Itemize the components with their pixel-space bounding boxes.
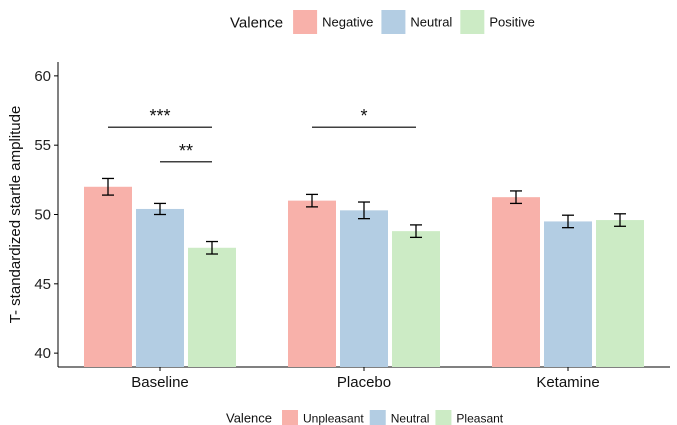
legend-entry: Negative: [322, 15, 373, 30]
y-axis-title: T- standardized startle amplitude: [7, 106, 24, 324]
legend-title: Valence: [226, 411, 272, 425]
x-category-label: Placebo: [337, 374, 391, 391]
significance-label: ***: [149, 106, 170, 126]
bar-neutral: [136, 208, 184, 367]
y-tick-label: 60: [34, 68, 51, 85]
bar-negative: [492, 197, 540, 367]
bar-neutral: [340, 210, 388, 367]
x-category-label: Ketamine: [536, 374, 599, 391]
significance-label: *: [360, 106, 367, 126]
y-tick-label: 40: [34, 345, 51, 362]
x-category-label: Baseline: [131, 374, 189, 391]
legend-title: Valence: [230, 14, 283, 31]
bar-neutral: [544, 221, 592, 367]
bar-positive: [392, 231, 440, 367]
bar-positive: [596, 220, 644, 367]
error-bars: [102, 177, 626, 255]
legend-entry: Positive: [489, 15, 535, 30]
legend-swatch: [460, 10, 485, 34]
legend-swatch: [435, 410, 452, 425]
bar-negative: [288, 200, 336, 367]
legend-swatch: [293, 10, 318, 34]
bars: [84, 186, 644, 367]
legend-entry: Neutral: [391, 411, 430, 425]
legend-top: Valence Negative Neutral Positive: [230, 10, 535, 34]
legend-swatch: [282, 410, 299, 425]
chart-axes: 40 45 50 55 60 T- standardized startle amplit…: [7, 62, 670, 391]
significance-label: **: [179, 141, 193, 161]
legend-entry: Neutral: [410, 15, 452, 30]
bar-negative: [84, 186, 132, 367]
legend-swatch: [381, 10, 406, 34]
bar-positive: [188, 247, 236, 367]
legend-swatch: [369, 410, 386, 425]
legend-entry: Pleasant: [456, 411, 503, 425]
y-tick-label: 50: [34, 207, 51, 224]
y-tick-label: 45: [34, 276, 51, 293]
significance-annotations: ******: [108, 106, 416, 163]
y-tick-label: 55: [34, 137, 51, 154]
legend-bottom: Valence Unpleasant Neutral Pleasant: [226, 410, 504, 425]
legend-entry: Unpleasant: [303, 411, 364, 425]
